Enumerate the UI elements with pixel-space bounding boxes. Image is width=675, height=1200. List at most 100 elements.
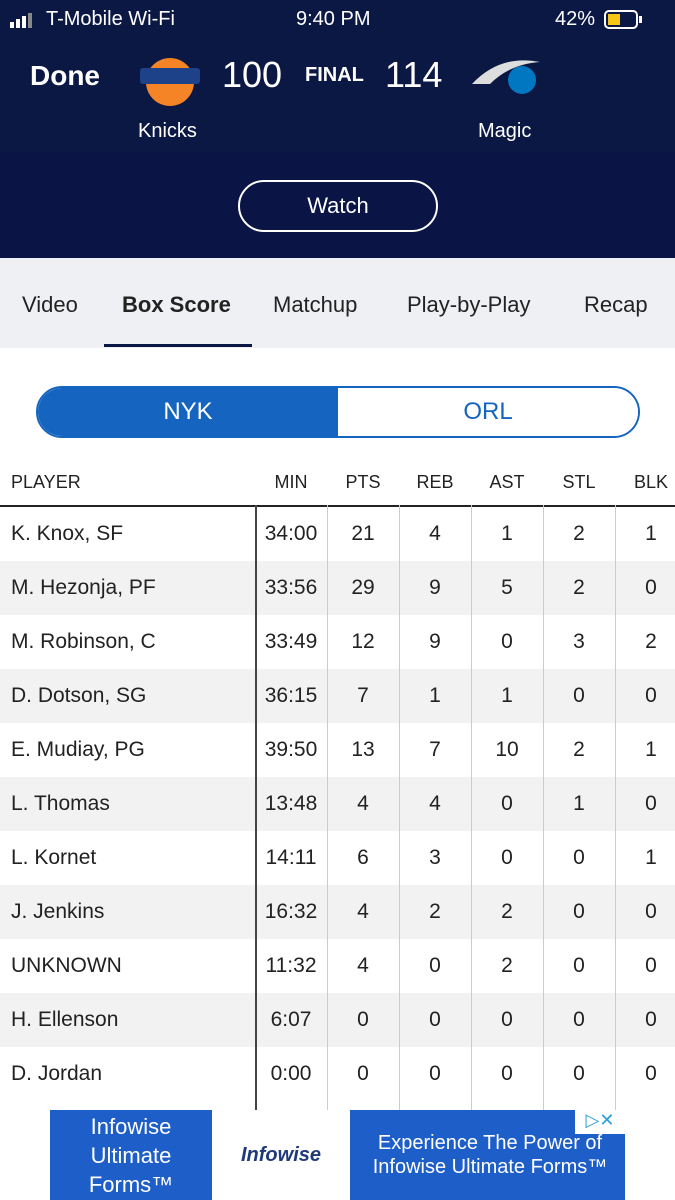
stat-cell: 1 — [501, 684, 513, 707]
table-row[interactable] — [0, 993, 675, 1047]
stat-cell: 4 — [357, 900, 369, 923]
ad-banner[interactable]: Infowise Ultimate Forms™ Infowise Experi… — [50, 1110, 625, 1200]
table-row[interactable] — [0, 1047, 675, 1101]
stat-cell: 0 — [573, 684, 585, 707]
stat-cell: 13 — [351, 738, 375, 761]
stat-cell: 0 — [429, 1008, 441, 1031]
watch-button[interactable]: Watch — [238, 180, 438, 232]
player-name: M. Robinson, C — [11, 630, 156, 653]
column-divider — [255, 505, 257, 1111]
stat-cell: 1 — [429, 684, 441, 707]
stat-cell: 0 — [429, 954, 441, 977]
ad-logo: Infowise — [212, 1110, 350, 1200]
done-button[interactable]: Done — [30, 60, 100, 91]
table-row[interactable] — [0, 507, 675, 561]
column-divider — [399, 505, 400, 1111]
team-toggle: NYK ORL — [36, 386, 640, 438]
tab-underline — [104, 344, 252, 347]
stat-cell: 1 — [645, 522, 657, 545]
stat-cell: 6:07 — [270, 1008, 312, 1031]
game-header: Done 100 FINAL 114 Knicks Magic — [0, 40, 675, 152]
stat-cell: 3 — [573, 630, 585, 653]
stat-cell: 9 — [429, 630, 441, 653]
column-divider — [615, 505, 616, 1111]
player-name: D. Dotson, SG — [11, 684, 147, 707]
column-header: BLK — [633, 472, 669, 492]
box-score-table: PLAYER MIN PTS REB AST STL BLK K. Knox, SF 34:00… — [0, 460, 675, 1111]
battery-text: 42% — [555, 8, 596, 30]
stat-cell: 0 — [501, 1008, 513, 1031]
column-header: PLAYER — [11, 472, 81, 492]
stat-cell: 39:50 — [264, 738, 318, 761]
stat-cell: 0 — [501, 1062, 513, 1085]
stat-cell: 0 — [573, 846, 585, 869]
away-score: 114 — [385, 54, 443, 95]
tab[interactable]: Video — [22, 292, 78, 317]
stat-cell: 4 — [357, 954, 369, 977]
stat-cell: 0 — [429, 1062, 441, 1085]
column-divider — [327, 505, 328, 1111]
player-name: H. Ellenson — [11, 1008, 119, 1031]
stat-cell: 6 — [357, 846, 369, 869]
stat-cell: 7 — [357, 684, 369, 707]
stat-cell: 4 — [429, 792, 441, 815]
player-name: E. Mudiay, PG — [11, 738, 145, 761]
stat-cell: 0 — [645, 792, 657, 815]
player-name: D. Jordan — [11, 1062, 103, 1085]
battery-icon — [604, 10, 642, 29]
tab[interactable]: Box Score — [122, 292, 231, 317]
status-bar: T-Mobile Wi-Fi 9:40 PM 42% — [0, 0, 675, 40]
tab[interactable]: Recap — [584, 292, 648, 317]
table-row[interactable] — [0, 561, 675, 615]
stat-cell: 33:49 — [264, 630, 318, 653]
home-team: Knicks — [138, 120, 197, 142]
signal-icon — [10, 13, 32, 28]
stat-cell: 2 — [501, 900, 513, 923]
stat-cell: 5 — [501, 576, 513, 599]
table-row[interactable] — [0, 831, 675, 885]
column-header: AST — [489, 472, 525, 492]
column-header: REB — [416, 472, 454, 492]
table-row[interactable] — [0, 669, 675, 723]
carrier: T-Mobile Wi-Fi — [46, 8, 175, 30]
home-score: 100 — [222, 54, 283, 95]
stat-cell: 0 — [357, 1008, 369, 1031]
stat-cell: 0:00 — [270, 1062, 312, 1085]
column-divider — [471, 505, 472, 1111]
ad-left-text: Infowise Ultimate Forms™ — [88, 1113, 174, 1197]
away-team: Magic — [478, 120, 532, 142]
team-toggle-option[interactable]: ORL — [338, 388, 638, 436]
table-row[interactable] — [0, 885, 675, 939]
clock: 9:40 PM — [296, 8, 371, 30]
tab[interactable]: Play-by-Play — [407, 292, 531, 317]
player-name: K. Knox, SF — [11, 522, 124, 545]
stat-cell: 10 — [495, 738, 519, 761]
stat-cell: 0 — [501, 792, 513, 815]
stat-cell: 0 — [645, 1008, 657, 1031]
tab[interactable]: Matchup — [273, 292, 358, 317]
stat-cell: 36:15 — [264, 684, 318, 707]
stat-cell: 0 — [645, 900, 657, 923]
player-name: J. Jenkins — [11, 900, 105, 923]
table-row[interactable] — [0, 615, 675, 669]
stat-cell: 4 — [357, 792, 369, 815]
stat-cell: 0 — [573, 1008, 585, 1031]
stat-cell: 0 — [645, 684, 657, 707]
ad-close[interactable]: ▷✕ — [575, 1110, 625, 1134]
stat-cell: 2 — [573, 738, 585, 761]
team-toggle-option[interactable]: NYK — [38, 388, 338, 436]
stat-cell: 11:32 — [265, 954, 317, 977]
table-row[interactable] — [0, 939, 675, 993]
stat-cell: 9 — [429, 576, 441, 599]
stat-cell: 7 — [429, 738, 441, 761]
stat-cell: 29 — [351, 576, 375, 599]
stat-cell: 0 — [573, 1062, 585, 1085]
watch-bar — [0, 152, 675, 258]
knicks-logo — [140, 58, 200, 106]
table-row[interactable] — [0, 723, 675, 777]
player-name: L. Kornet — [11, 846, 97, 869]
stat-cell: 13:48 — [264, 792, 318, 815]
stat-cell: 2 — [573, 576, 585, 599]
player-name: L. Thomas — [11, 792, 110, 815]
table-row[interactable] — [0, 777, 675, 831]
